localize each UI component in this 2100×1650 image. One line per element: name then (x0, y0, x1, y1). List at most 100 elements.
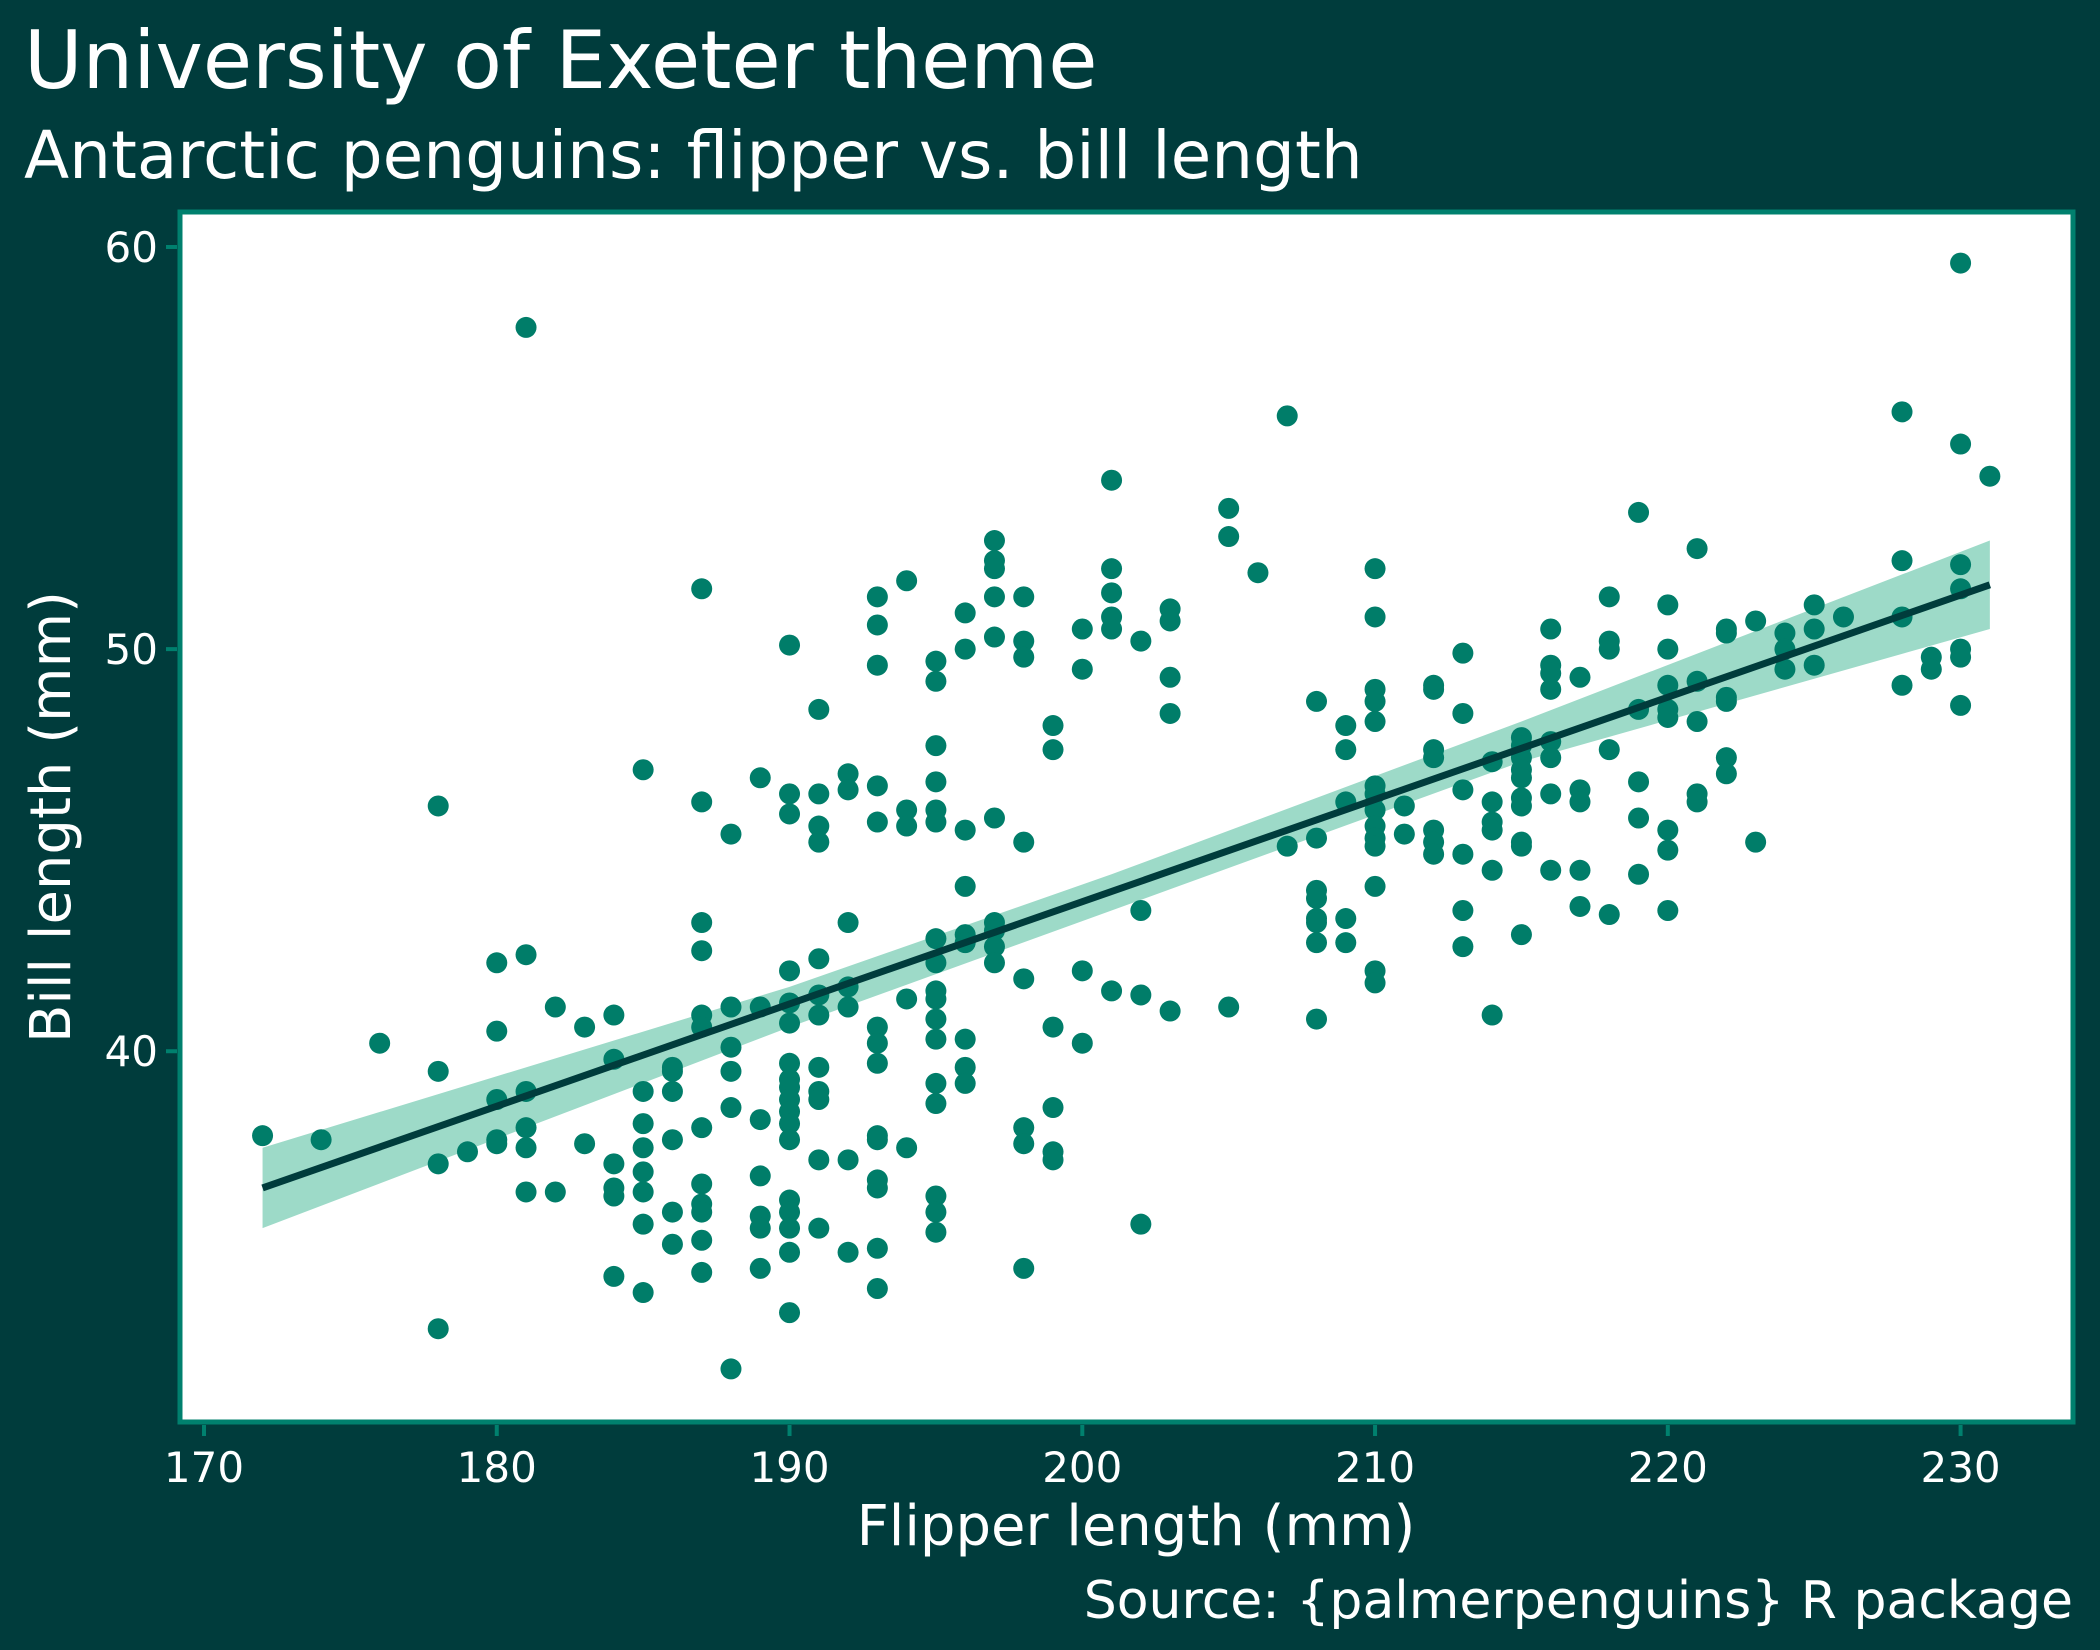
point (954, 1072, 976, 1094)
point (808, 1088, 830, 1110)
point (749, 1165, 771, 1187)
point (1686, 710, 1708, 732)
point (779, 803, 801, 825)
point (486, 1133, 508, 1155)
point (1276, 835, 1298, 857)
point (779, 1012, 801, 1034)
point (1745, 831, 1767, 853)
point (1628, 501, 1650, 523)
point (1540, 783, 1562, 805)
point (1159, 666, 1181, 688)
point (779, 1241, 801, 1263)
point (1745, 610, 1767, 632)
point (661, 1060, 683, 1082)
point (1510, 924, 1532, 946)
point (866, 654, 888, 676)
point (837, 763, 859, 785)
point (1481, 791, 1503, 813)
point (808, 783, 830, 805)
point (1247, 562, 1269, 584)
point (954, 638, 976, 660)
point (866, 1177, 888, 1199)
point (574, 1133, 596, 1155)
point (1042, 1016, 1064, 1038)
point (691, 1117, 713, 1139)
point (1364, 690, 1386, 712)
point (983, 586, 1005, 608)
point (1452, 843, 1474, 865)
point (691, 1173, 713, 1195)
point (866, 775, 888, 797)
point (925, 771, 947, 793)
point (1628, 807, 1650, 829)
point (925, 811, 947, 833)
point (1540, 678, 1562, 700)
point (1715, 690, 1737, 712)
point (1071, 618, 1093, 640)
point (1071, 658, 1093, 680)
point (515, 1117, 537, 1139)
point (632, 1113, 654, 1135)
point (720, 1097, 742, 1119)
point (1042, 739, 1064, 761)
point (983, 558, 1005, 580)
point (1101, 618, 1123, 640)
point (925, 670, 947, 692)
point (691, 1261, 713, 1283)
point (1130, 630, 1152, 652)
point (1452, 899, 1474, 921)
x-tick-label: 180 (457, 1443, 537, 1492)
point (1013, 646, 1035, 668)
point (925, 1028, 947, 1050)
point (896, 570, 918, 592)
point (866, 1277, 888, 1299)
point (1950, 646, 1972, 668)
point (779, 1052, 801, 1074)
point (515, 944, 537, 966)
point (1569, 666, 1591, 688)
point (1540, 859, 1562, 881)
point (691, 1201, 713, 1223)
point (779, 1217, 801, 1239)
point (691, 1229, 713, 1251)
point (310, 1129, 332, 1151)
point (1715, 747, 1737, 769)
x-tick-label: 230 (1920, 1443, 2000, 1492)
point (1950, 554, 1972, 576)
point (808, 815, 830, 837)
point (983, 807, 1005, 829)
point (925, 1093, 947, 1115)
point (866, 1237, 888, 1259)
point (486, 952, 508, 974)
point (1452, 642, 1474, 664)
point (837, 996, 859, 1018)
point (1452, 779, 1474, 801)
point (486, 1020, 508, 1042)
point (896, 815, 918, 837)
point (1569, 791, 1591, 813)
point (808, 698, 830, 720)
point (661, 1129, 683, 1151)
point (1628, 771, 1650, 793)
point (779, 783, 801, 805)
point (603, 1185, 625, 1207)
point (544, 996, 566, 1018)
point (925, 1072, 947, 1094)
point (427, 1318, 449, 1340)
point (1598, 739, 1620, 761)
point (1657, 899, 1679, 921)
point (632, 1137, 654, 1159)
point (925, 988, 947, 1010)
point (603, 1153, 625, 1175)
point (632, 1213, 654, 1235)
chart-title: University of Exeter theme (24, 14, 1098, 107)
point (1393, 823, 1415, 845)
point (1013, 630, 1035, 652)
point (808, 948, 830, 970)
point (1306, 690, 1328, 712)
point (1657, 706, 1679, 728)
point (1335, 908, 1357, 930)
point (1218, 526, 1240, 548)
point (252, 1125, 274, 1147)
point (925, 735, 947, 757)
